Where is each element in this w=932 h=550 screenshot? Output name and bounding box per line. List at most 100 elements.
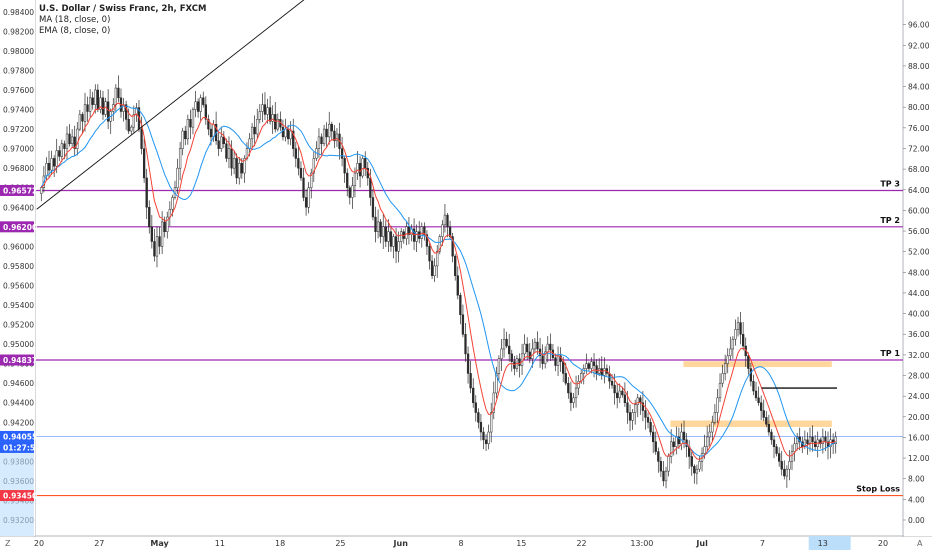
time-tick-label: Jun	[393, 539, 409, 548]
candle-body	[186, 119, 189, 140]
candle	[258, 104, 261, 124]
candle-body	[96, 89, 99, 110]
candle	[778, 447, 781, 467]
candle	[343, 155, 346, 183]
candle	[451, 232, 454, 263]
candle-body	[526, 343, 529, 353]
candle-body	[268, 107, 272, 122]
candle-body	[52, 158, 56, 167]
time-tick-label: 20	[878, 539, 888, 548]
candle	[178, 141, 182, 181]
candle-body	[628, 412, 632, 421]
candle-body	[348, 187, 351, 198]
candle	[438, 234, 441, 255]
candle	[397, 231, 400, 263]
candle-body	[235, 158, 238, 179]
ma-18-line	[40, 105, 836, 457]
candle-body	[376, 221, 380, 232]
price-tick-label: 0.94400	[3, 399, 34, 408]
candle-body	[829, 439, 832, 447]
candle	[124, 100, 128, 130]
candle	[695, 464, 699, 485]
candle-body	[441, 224, 444, 237]
candle-body	[384, 226, 387, 242]
candle-body	[397, 241, 400, 252]
candle-body	[196, 101, 200, 112]
candle-body	[616, 392, 619, 399]
candle	[189, 109, 192, 140]
candle	[155, 226, 159, 268]
candle	[256, 108, 259, 139]
candle-body	[256, 119, 259, 135]
candle-body	[425, 234, 429, 247]
candle-body	[572, 397, 575, 403]
plot-area	[35, 0, 903, 520]
price-tick-label: 0.94200	[3, 418, 34, 427]
candle	[148, 200, 151, 234]
candle-body	[330, 123, 333, 132]
candle	[752, 374, 755, 396]
ma-line	[40, 102, 836, 460]
time-range-highlight	[808, 536, 851, 550]
candle	[346, 168, 349, 197]
candle	[130, 124, 133, 135]
candle-body	[248, 138, 251, 149]
candle-body	[587, 363, 591, 369]
candle-body	[569, 392, 573, 403]
candle-body	[749, 368, 753, 382]
candle-body	[407, 226, 411, 235]
candle	[790, 444, 794, 471]
candle-body	[379, 221, 382, 237]
candle-body	[549, 343, 552, 351]
candle-body	[533, 341, 537, 350]
candle-body	[508, 345, 511, 355]
candle	[464, 322, 467, 362]
right-tick-label: 28.00	[908, 372, 930, 381]
candle-body	[598, 368, 601, 374]
candle	[310, 168, 313, 199]
candle-body	[106, 101, 110, 122]
candle-body	[371, 197, 375, 218]
candle-body	[736, 322, 740, 330]
price-tick-label: 0.98200	[3, 27, 34, 36]
candle-body	[286, 128, 290, 140]
candle-body	[824, 436, 827, 443]
time-tick-label: 7	[760, 539, 765, 548]
current-price-tag: 0.94055	[0, 430, 37, 442]
candle-body	[258, 111, 261, 120]
time-tick-label: 27	[94, 539, 104, 548]
candle-body	[204, 104, 207, 120]
candle	[266, 98, 269, 124]
candle-body	[99, 97, 102, 110]
candle	[644, 400, 647, 430]
right-tick-label: 24.00	[908, 392, 930, 401]
candle-body	[117, 87, 120, 99]
candle	[207, 114, 210, 136]
candle-body	[541, 355, 544, 364]
candle-body	[461, 314, 465, 335]
candle	[253, 115, 256, 147]
candle-body	[94, 89, 97, 105]
candle-body	[808, 436, 812, 445]
time-tick-label: 8	[458, 539, 463, 548]
candle-body	[459, 294, 462, 316]
price-tick-label: 0.96800	[3, 164, 34, 173]
candle-body	[114, 87, 117, 105]
candle	[52, 155, 56, 177]
candle	[461, 304, 465, 338]
candle	[330, 121, 333, 140]
candle	[484, 434, 488, 451]
candle	[469, 360, 472, 394]
time-tick-label: 13	[818, 539, 828, 548]
price-tick-label: 0.97400	[3, 106, 34, 115]
candle-body	[726, 355, 729, 364]
candle-body	[284, 128, 287, 138]
candle	[436, 245, 439, 278]
candle	[621, 386, 624, 398]
candle-body	[405, 226, 408, 239]
candle	[497, 355, 501, 381]
candle	[760, 395, 763, 421]
candle	[150, 214, 153, 249]
candle-body	[430, 260, 434, 276]
